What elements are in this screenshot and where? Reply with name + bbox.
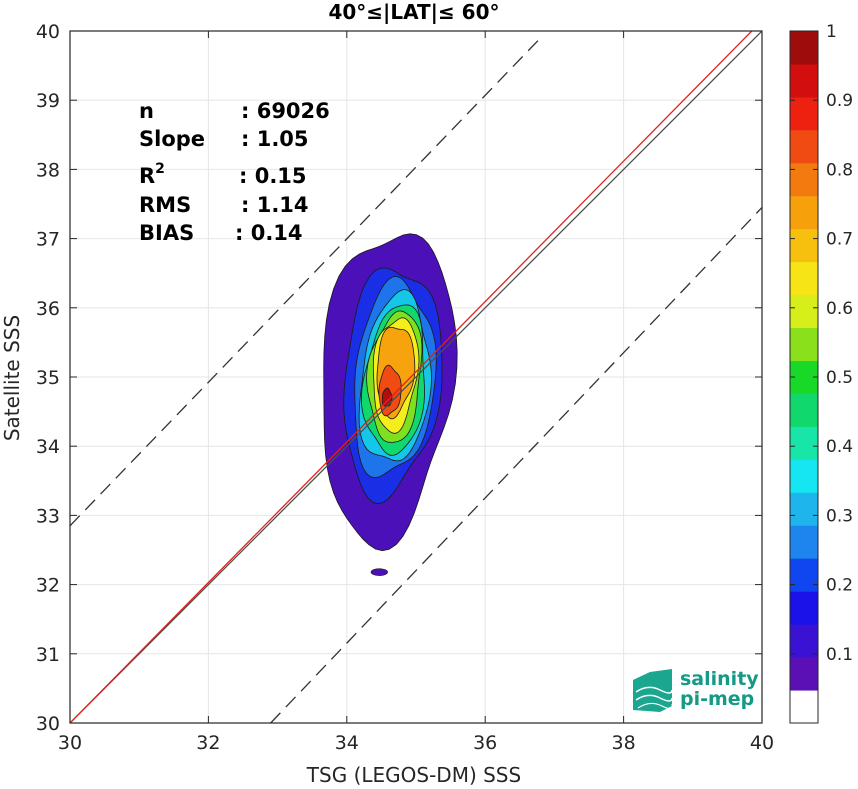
chart-title: 40°≤|LAT|≤ 60° (328, 0, 499, 24)
colorbar-ticks: 0.1 0.2 0.3 0.4 0.5 0.6 0.7 0.8 0.9 1 (790, 22, 853, 665)
colorbar-segment (790, 129, 818, 164)
y-axis-label: Satellite SSS (0, 315, 24, 441)
y-tick-label: 38 (36, 159, 60, 181)
colorbar-segment (790, 195, 818, 230)
y-tick-label: 31 (36, 644, 60, 666)
contour-island (370, 568, 388, 576)
y-tick-label: 35 (36, 367, 60, 389)
regression-line (70, 31, 753, 723)
stat-r2-label: R2 (139, 161, 165, 188)
lower-bound-line (270, 207, 762, 723)
y-tick-label: 40 (36, 21, 60, 43)
colorbar-tick-label: 0.5 (826, 368, 853, 388)
colorbar-segment (790, 162, 818, 197)
colorbar-tick-label: 0.1 (826, 645, 853, 665)
y-tick-label: 37 (36, 229, 60, 251)
colorbar-segment (790, 228, 818, 263)
x-tick-label: 34 (335, 732, 359, 754)
colorbar-segment (790, 624, 818, 658)
identity-line (70, 31, 762, 723)
colorbar-tick-label: 0.9 (826, 91, 853, 111)
y-tick-label: 39 (36, 90, 60, 112)
colorbar-segment (790, 261, 818, 296)
stat-bias-value: : 0.14 (235, 221, 303, 245)
colorbar (789, 30, 819, 724)
x-tick-label: 30 (58, 732, 82, 754)
colorbar-tick-label: 0.6 (826, 299, 853, 319)
x-tick-label: 36 (473, 732, 497, 754)
stat-rms-value: : 1.14 (241, 193, 309, 217)
colorbar-segment (790, 591, 818, 625)
contour-level-0.95 (381, 387, 393, 407)
colorbar-segment (790, 459, 818, 493)
colorbar-tick-label: 0.3 (826, 506, 853, 526)
colorbar-segment (790, 327, 818, 362)
stats-box: n : 69026 Slope : 1.05 R2 : 0.15 RMS : 1… (139, 99, 330, 245)
stat-r2-value: : 0.15 (239, 164, 307, 188)
y-tick-label: 34 (36, 436, 60, 458)
colorbar-segment (790, 558, 818, 592)
colorbar-segment (790, 426, 818, 460)
stat-slope-label: Slope (139, 127, 205, 151)
stat-bias-label: BIAS (139, 221, 194, 245)
colorbar-tick-label: 0.7 (826, 230, 853, 250)
colorbar-tick-label: 0.8 (826, 160, 853, 180)
logo-wave-icon (633, 669, 673, 712)
y-tick-label: 36 (36, 298, 60, 320)
x-tick-label: 32 (196, 732, 220, 754)
colorbar-segment (790, 690, 818, 724)
colorbar-segment (790, 492, 818, 526)
colorbar-tick-label: 1 (826, 22, 837, 42)
x-tick-label: 40 (750, 732, 774, 754)
colorbar-tick-label: 0.4 (826, 437, 853, 457)
colorbar-segment (790, 96, 818, 131)
logo-line1: salinity (680, 668, 759, 690)
colorbar-segment (790, 63, 818, 98)
x-axis-ticks: 30 32 34 36 38 40 (58, 31, 774, 754)
stat-n-label: n (139, 99, 154, 123)
salinity-pimep-logo: salinity pi-mep (633, 668, 759, 712)
colorbar-segment (790, 393, 818, 427)
colorbar-segment (790, 294, 818, 329)
colorbar-tick-label: 0.2 (826, 576, 853, 596)
x-axis-label: TSG (LEGOS-DM) SSS (306, 763, 521, 787)
stat-rms-label: RMS (139, 193, 191, 217)
colorbar-segment (790, 31, 818, 65)
logo-line2: pi-mep (680, 688, 754, 710)
reference-lines (70, 31, 762, 723)
colorbar-segment (790, 525, 818, 559)
stat-slope-value: : 1.05 (241, 127, 309, 151)
upper-bound-line (70, 37, 542, 527)
density-contours (323, 233, 458, 576)
y-tick-label: 30 (36, 713, 60, 735)
y-tick-label: 32 (36, 575, 60, 597)
stat-n-value: : 69026 (241, 99, 330, 123)
colorbar-segment (790, 657, 818, 691)
y-axis-ticks: 30 31 32 33 34 35 36 37 38 39 40 (36, 21, 762, 735)
y-tick-label: 33 (36, 505, 60, 527)
x-tick-label: 38 (612, 732, 636, 754)
